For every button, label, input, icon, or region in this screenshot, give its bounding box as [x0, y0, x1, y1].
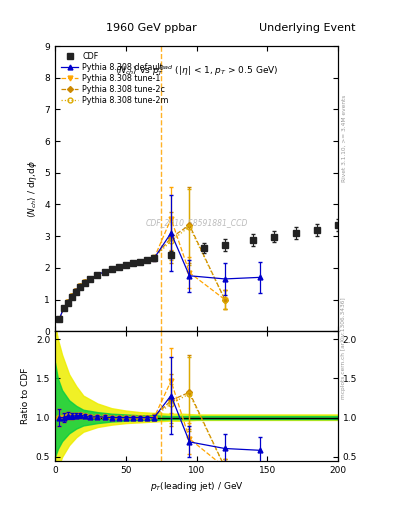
Y-axis label: $\langle N_{ch}\rangle$ / d$\eta$,d$\phi$: $\langle N_{ch}\rangle$ / d$\eta$,d$\phi… [26, 160, 39, 218]
Y-axis label: Ratio to CDF: Ratio to CDF [21, 368, 30, 424]
X-axis label: $p_T$(leading jet) / GeV: $p_T$(leading jet) / GeV [150, 480, 243, 493]
Text: Rivet 3.1.10, >= 3.4M events: Rivet 3.1.10, >= 3.4M events [342, 95, 346, 182]
Text: Underlying Event: Underlying Event [259, 23, 355, 33]
Legend: CDF, Pythia 8.308 default, Pythia 8.308 tune-1, Pythia 8.308 tune-2c, Pythia 8.3: CDF, Pythia 8.308 default, Pythia 8.308 … [59, 50, 171, 106]
Text: CDF_2010_S8591881_CCD: CDF_2010_S8591881_CCD [145, 218, 248, 227]
Text: $\langle N_{ch}\rangle$ vs $p_T^{lead}$ ($|\eta|$ < 1, $p_T$ > 0.5 GeV): $\langle N_{ch}\rangle$ vs $p_T^{lead}$ … [115, 63, 278, 78]
Text: mcplots.cern.ch [arXiv:1306.3436]: mcplots.cern.ch [arXiv:1306.3436] [342, 297, 346, 399]
Text: 1960 GeV ppbar: 1960 GeV ppbar [106, 23, 197, 33]
